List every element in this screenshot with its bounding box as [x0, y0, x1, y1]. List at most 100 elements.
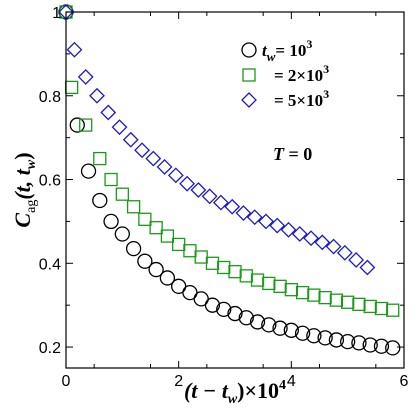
tick-labels: 0 2 4 6 0.2 0.4 0.6 0.8 1: [39, 5, 409, 390]
legend-entry-tw-5e3: = 5×103: [241, 87, 329, 110]
circle-data-point: [227, 305, 243, 322]
diamond-data-point: [235, 205, 252, 221]
legend: tw= 103= 2×103= 5×103: [241, 37, 329, 110]
diamond-data-point: [201, 188, 218, 205]
diamond-data-point: [190, 182, 207, 198]
circle-data-point: [80, 163, 97, 179]
diamond-data-point: [179, 175, 196, 192]
y-axis-label: Cag(t, tw): [10, 152, 39, 227]
square-data-point: [239, 269, 253, 283]
x-tick-label: 0: [62, 373, 71, 390]
y-tick-label: 0.4: [39, 256, 61, 273]
circle-data-point: [92, 192, 108, 209]
legend-entry-tw-1e3: tw= 103: [241, 37, 312, 64]
diamond-data-point: [224, 198, 241, 215]
square-data-point: [126, 200, 141, 214]
square-data-point: [228, 265, 242, 279]
diamond-data-point: [111, 119, 128, 136]
diamond-data-point: [314, 234, 331, 251]
square-data-point: [115, 187, 129, 201]
legend-entry-tw-2e3: = 2×103: [242, 62, 329, 85]
circle-data-point: [373, 338, 390, 354]
circle-legend-icon: [241, 42, 257, 58]
data-points: [58, 4, 401, 356]
series-circle: [58, 4, 401, 356]
diamond-data-point: [100, 104, 117, 121]
circle-data-point: [238, 310, 254, 326]
square-data-point: [79, 118, 93, 132]
circle-data-point: [125, 240, 142, 257]
annotation-temperature: T = 0: [273, 144, 312, 164]
square-data-point: [172, 237, 186, 252]
circle-data-point: [351, 335, 367, 351]
circle-data-point: [148, 261, 164, 278]
diamond-data-point: [291, 226, 308, 242]
axes-frame: [65, 11, 405, 369]
series-square: [59, 5, 400, 317]
legend-label: tw= 103: [262, 37, 312, 64]
square-data-point: [262, 276, 276, 291]
circle-data-point: [340, 333, 356, 350]
circle-data-point: [137, 253, 153, 269]
circle-data-point: [103, 213, 119, 230]
plot-frame: [65, 11, 405, 369]
diamond-data-point: [167, 167, 184, 184]
diamond-data-point: [66, 41, 83, 58]
circle-data-point: [272, 320, 288, 336]
square-data-point: [329, 293, 344, 307]
circle-data-point: [114, 226, 130, 242]
square-data-point: [149, 221, 163, 235]
square-data-point: [104, 172, 118, 187]
axis-ticks: [65, 11, 405, 368]
square-data-point: [295, 285, 310, 300]
circle-data-point: [204, 297, 221, 313]
x-tick-label: 2: [174, 373, 183, 390]
y-tick-label: 0.6: [39, 173, 61, 190]
circle-data-point: [216, 301, 232, 318]
square-data-point: [374, 301, 389, 316]
square-data-point: [205, 256, 220, 270]
legend-label: = 2×103: [274, 62, 329, 85]
diamond-data-point: [145, 150, 162, 167]
legend-label: = 5×103: [274, 87, 329, 110]
x-tick-label: 4: [287, 373, 296, 390]
square-data-point: [386, 303, 400, 317]
square-data-point: [93, 151, 107, 166]
series-diamond: [58, 4, 376, 276]
x-axis-label: (t − tw)×104: [184, 378, 286, 407]
circle-data-point: [317, 330, 333, 346]
circle-data-point: [69, 117, 85, 133]
square-data-point: [64, 80, 79, 95]
circle-data-point: [385, 340, 401, 356]
diamond-data-point: [156, 159, 173, 175]
diamond-legend-icon: [241, 92, 257, 108]
y-axis-label-text: Cag(t, tw): [10, 152, 39, 227]
diamond-data-point: [348, 252, 365, 268]
square-data-point: [318, 290, 332, 305]
circle-data-point: [283, 322, 299, 338]
square-data-point: [363, 299, 377, 314]
square-data-point: [194, 250, 208, 264]
square-data-point: [307, 288, 321, 302]
square-data-point: [138, 212, 152, 226]
diamond-data-point: [89, 87, 105, 104]
diamond-data-point: [122, 131, 139, 148]
circle-data-point: [306, 328, 322, 344]
diamond-data-point: [280, 221, 297, 238]
square-data-point: [217, 260, 231, 275]
y-tick-label: 0.2: [39, 340, 61, 357]
square-data-point: [273, 279, 287, 293]
circle-data-point: [249, 314, 266, 330]
y-tick-label: 0.8: [39, 89, 61, 106]
diamond-data-point: [303, 230, 319, 247]
y-tick-label: 1: [52, 5, 61, 22]
diamond-data-point: [77, 68, 94, 85]
circle-data-point: [328, 332, 345, 348]
diamond-data-point: [336, 244, 353, 261]
x-axis-label-text: (t − tw)×104: [184, 378, 286, 407]
square-data-point: [341, 295, 355, 309]
diamond-data-point: [359, 259, 376, 276]
diamond-data-point: [134, 142, 150, 159]
square-data-point: [284, 283, 298, 297]
